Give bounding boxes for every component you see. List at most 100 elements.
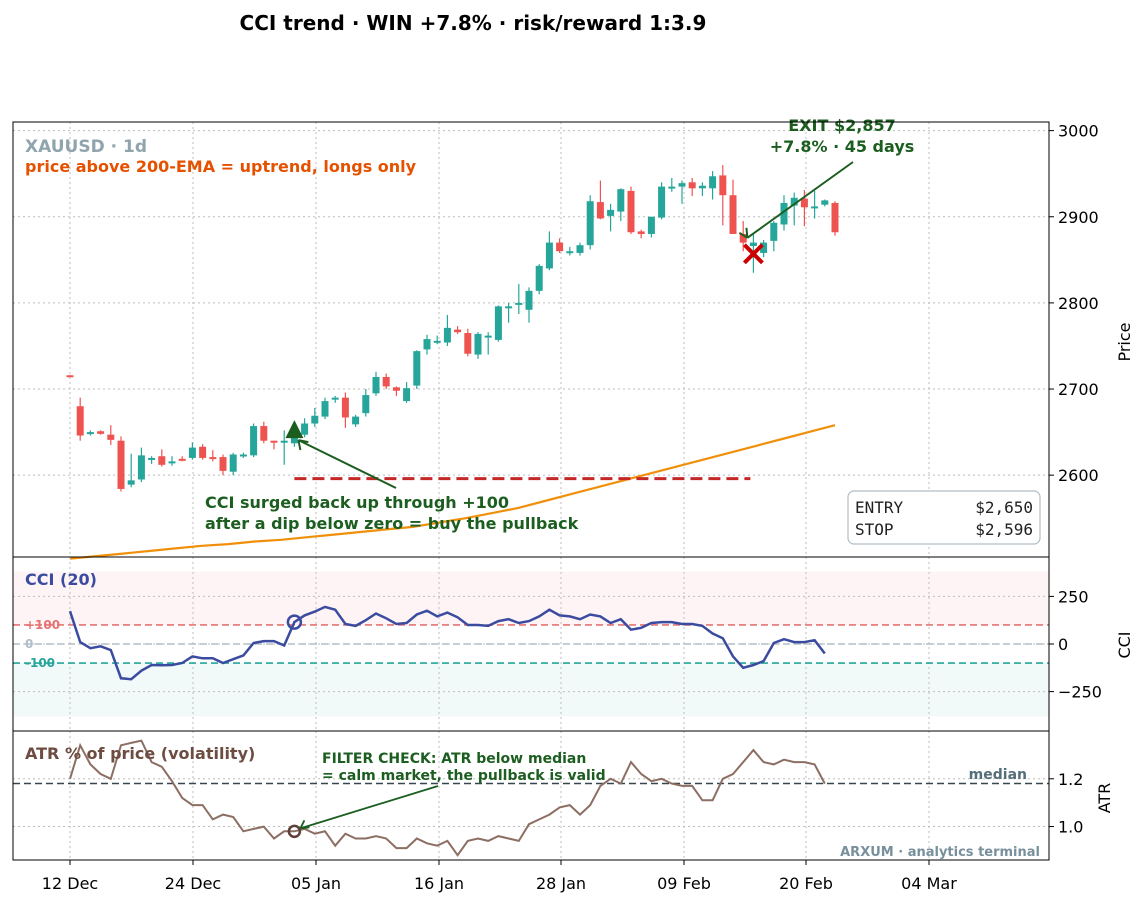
candle-body — [821, 200, 829, 205]
candle-body — [137, 455, 145, 480]
cci-line — [68, 605, 826, 681]
candle-body — [199, 446, 207, 458]
atr-title: ATR % of price (volatility) — [25, 744, 255, 763]
candle-body — [658, 186, 666, 218]
exit-annotation-arrow — [738, 161, 854, 239]
candle — [168, 456, 176, 466]
candle — [484, 332, 492, 355]
cci-y-axis: −250 0 250 — [1049, 587, 1102, 702]
candle — [117, 436, 125, 492]
candle-body — [749, 242, 757, 247]
candle-body — [168, 461, 176, 464]
candle-body — [576, 245, 584, 253]
candle-body — [341, 397, 349, 418]
candle — [576, 242, 584, 256]
candle-body — [505, 306, 513, 309]
cci-level-plus-label: +100 — [25, 618, 60, 632]
entry-marker-triangle — [285, 420, 304, 439]
x-tick-label: 24 Dec — [165, 874, 221, 893]
candle-body — [362, 395, 370, 414]
candle — [239, 452, 247, 458]
candle — [280, 430, 288, 465]
price-panel: CCI surged back up through +100 after a … — [12, 116, 1134, 560]
candle — [188, 442, 196, 460]
exit-annotation-line1: EXIT $2,857 — [788, 116, 895, 135]
candle-body — [494, 306, 502, 340]
candle-body — [668, 186, 676, 189]
candle — [443, 314, 451, 346]
atr-median-label: median — [969, 767, 1027, 783]
candle-body — [474, 333, 482, 355]
candle — [137, 447, 145, 483]
ticker-label: XAUUSD · 1d — [25, 137, 147, 157]
candle — [86, 430, 94, 436]
cci-level-zero-label: 0 — [25, 637, 33, 651]
candle-body — [229, 454, 237, 472]
candle-body — [372, 376, 380, 394]
candle — [250, 423, 258, 458]
atr-entry-marker — [287, 824, 302, 839]
cci-level-lines — [13, 624, 1049, 664]
candle — [596, 180, 604, 220]
ema-200-line — [69, 424, 836, 560]
candle-body — [97, 431, 105, 434]
price-y-tick-label: 2900 — [1058, 208, 1099, 227]
x-axis: 12 Dec 24 Dec 05 Jan 16 Jan 28 Jan 09 Feb 20 F… — [42, 860, 957, 893]
candle-body — [535, 265, 543, 291]
candlesticks — [66, 165, 839, 492]
candle-body — [525, 290, 533, 310]
candle — [464, 328, 472, 357]
x-tick-label: 28 Jan — [536, 874, 586, 893]
candle — [607, 203, 615, 232]
candle-body — [780, 202, 788, 225]
candle — [219, 454, 227, 476]
candle-body — [586, 201, 594, 246]
candle — [780, 195, 788, 231]
candle — [811, 190, 819, 219]
candle-body — [800, 198, 808, 208]
candle — [209, 450, 217, 462]
candle-body — [290, 432, 298, 444]
candle — [688, 177, 696, 197]
candle-body — [770, 222, 778, 241]
candle — [178, 456, 186, 462]
cci-y-tick-label: 250 — [1058, 587, 1089, 606]
candle — [831, 201, 839, 236]
candle — [474, 332, 482, 359]
atr-y-axis-label: ATR — [1095, 783, 1114, 814]
candle — [270, 440, 278, 450]
candle-body — [790, 197, 798, 206]
candle-body — [301, 423, 309, 435]
candle-body — [698, 185, 706, 189]
candle-body — [556, 242, 564, 252]
candle-body — [607, 209, 615, 216]
candle-body — [392, 387, 400, 391]
candle-body — [382, 376, 390, 387]
candle — [698, 182, 706, 197]
cci-title: CCI (20) — [25, 570, 97, 589]
candle-body — [158, 456, 166, 465]
candle-body — [280, 440, 288, 443]
candle — [392, 386, 400, 396]
exit-annotation-line2: +7.8% · 45 days — [770, 137, 915, 156]
entry-value: $2,650 — [975, 498, 1033, 517]
filter-annotation-arrow — [299, 785, 439, 830]
stop-label: STOP — [855, 520, 894, 539]
candle — [199, 444, 207, 460]
atr-y-axis: 1.0 1.2 — [1049, 770, 1083, 837]
candle-body — [86, 432, 94, 435]
candle — [709, 171, 717, 200]
candle — [158, 449, 166, 467]
candle — [505, 302, 513, 323]
candle-body — [209, 457, 217, 460]
candle-body — [76, 406, 84, 436]
candle-body — [454, 329, 462, 333]
candle-body — [484, 335, 492, 338]
candle — [97, 430, 105, 435]
candle-body — [311, 415, 319, 424]
candle — [535, 264, 543, 295]
x-tick-label: 05 Jan — [291, 874, 341, 893]
price-y-tick-label: 3000 — [1058, 122, 1099, 141]
entry-label: ENTRY — [855, 498, 904, 517]
